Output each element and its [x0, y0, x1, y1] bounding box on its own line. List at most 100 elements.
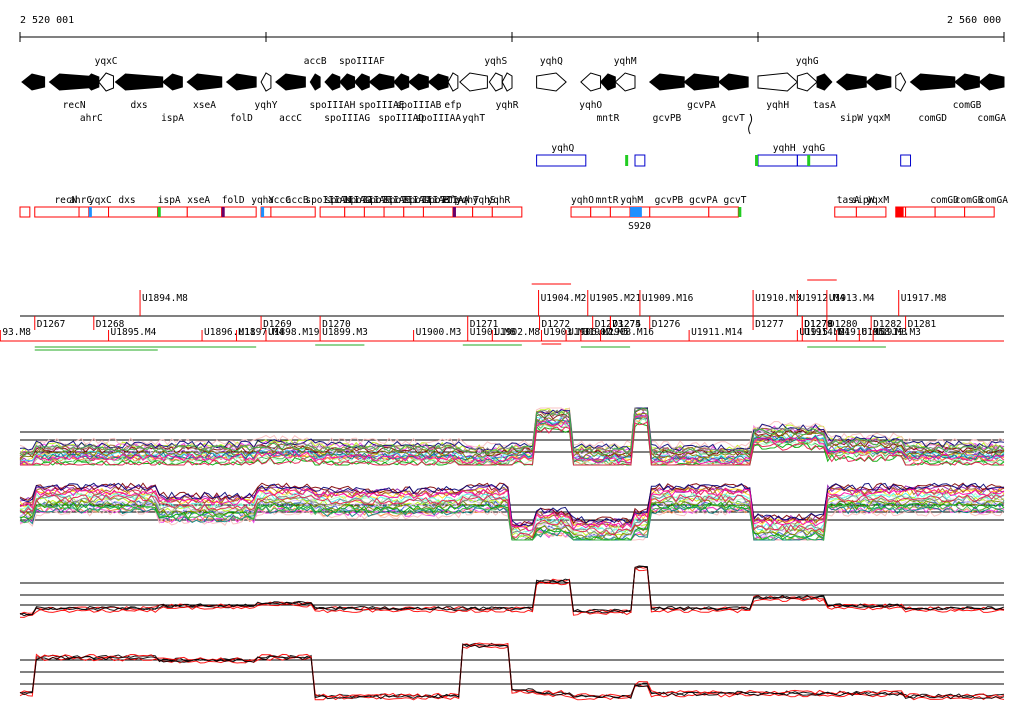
- box-track-label: efp: [443, 195, 460, 206]
- gene-arrow-18: [447, 72, 459, 92]
- box-track-label: spoIIIAD: [384, 195, 430, 206]
- transcript-box: [186, 206, 223, 218]
- box-track-label: yqxC: [89, 195, 112, 206]
- gene-label: efp: [444, 100, 461, 111]
- transcript-box: [19, 206, 31, 218]
- profile-line: [19, 494, 1005, 539]
- profile-line: [19, 567, 1005, 618]
- segment-mid-label: D1276: [652, 319, 681, 330]
- gene-label: yqhR: [496, 100, 519, 111]
- gene-arrow-27: [683, 73, 720, 91]
- gene-label: yqhH: [766, 100, 789, 111]
- profile-line: [19, 407, 1005, 454]
- gene-label: yqhM: [614, 56, 637, 67]
- box-track-extra-label: S920: [628, 221, 651, 232]
- rna-feature-box: [900, 154, 912, 167]
- gene-arrow-29: [757, 72, 799, 92]
- segment-upper-label: U1917.M8: [901, 293, 947, 304]
- profile-line: [19, 407, 1005, 457]
- segment-mid-label: D1282: [873, 319, 902, 330]
- profile-line: [19, 417, 1005, 466]
- box-track-label: gcvT: [724, 195, 747, 206]
- box-track-label: yqhO: [571, 195, 594, 206]
- rna-label: yqhQ: [551, 143, 574, 154]
- gene-arrow-3: [98, 72, 114, 92]
- transcript-box: [834, 206, 857, 218]
- gene-label: yqhO: [579, 100, 602, 111]
- gene-label: ahrC: [80, 113, 103, 124]
- segment-upper-label: U1894.M8: [142, 293, 188, 304]
- gene-label: yqhG: [796, 56, 819, 67]
- box-track-label: yqhM: [620, 195, 643, 206]
- segment-upper-label: U1910.M3: [755, 293, 801, 304]
- segment-upper-label: U1909.M16: [642, 293, 694, 304]
- gene-arrow-26: [648, 73, 685, 91]
- gene-label: tasA: [813, 100, 836, 111]
- transcript-box: [157, 206, 188, 218]
- box-track-label: spoIIIAA: [423, 195, 469, 206]
- gene-arrow-10: [309, 73, 321, 91]
- segment-lower-label: U1898.M19: [268, 327, 320, 338]
- profile-line: [19, 414, 1005, 466]
- rna-feature-box: [536, 154, 587, 167]
- gene-arrow-13: [353, 73, 370, 91]
- box-track-label: sipW: [851, 195, 874, 206]
- gene-arrow-17: [427, 73, 449, 91]
- box-accent: [738, 207, 742, 217]
- gene-label: gcvT: [722, 113, 745, 124]
- box-track-label: comGB: [955, 195, 984, 206]
- rna-feature-track: yqhQ yqhH yqhG: [536, 143, 912, 167]
- gene-arrow-11: [324, 73, 341, 91]
- gene-label: yqhT: [462, 113, 485, 124]
- transcript-box: [383, 206, 405, 218]
- box-accent: [452, 207, 456, 217]
- transcript-box: [422, 206, 454, 218]
- profile-panels: [19, 407, 1005, 701]
- segment-lower-label: U1906.M2: [568, 327, 614, 338]
- segment-lower-label: U1897.M4: [238, 327, 284, 338]
- rna-accent: [807, 155, 811, 166]
- box-track-label: yqhY: [251, 195, 274, 206]
- gene-arrow-23: [580, 72, 602, 92]
- segment-mid-label: D1278: [804, 319, 833, 330]
- coordinate-start: 2 520 001: [20, 15, 74, 26]
- box-accent: [895, 207, 904, 217]
- transcript-box: [78, 206, 90, 218]
- segment-track: U1894.M8 U1904.M2 U1905.M21 U1909.M16 U1910.…: [0, 279, 1004, 351]
- segment-mid-label: D1279: [804, 319, 833, 330]
- box-track-label: yqhR: [487, 195, 510, 206]
- rna-feature-box: [796, 154, 838, 167]
- coordinate-end: 2 560 000: [947, 15, 1001, 26]
- segment-lower-label: U1911.M14: [691, 327, 743, 338]
- transcript-box: [472, 206, 493, 218]
- gene-label: folD: [230, 113, 253, 124]
- gene-label: yqhQ: [540, 56, 563, 67]
- gene-arrow-28: [717, 73, 749, 91]
- box-accent: [221, 207, 225, 217]
- segment-mid-label: D1274: [612, 319, 641, 330]
- profile-line: [20, 417, 1005, 466]
- profile-line: [19, 565, 1005, 616]
- box-track-label: mntR: [596, 195, 619, 206]
- profile-line: [19, 482, 1005, 527]
- segment-lower-label: U1895.M4: [111, 327, 157, 338]
- rna-accent: [755, 155, 759, 166]
- profile-line: [19, 407, 1005, 457]
- segment-mid-label: D1273: [595, 319, 624, 330]
- gene-arrow-33: [865, 73, 892, 91]
- segment-upper-label: U1912.M4: [799, 293, 845, 304]
- rna-accent: [625, 155, 629, 166]
- gene-arrow-30: [796, 72, 818, 92]
- expression-profiles-1: [19, 407, 1005, 466]
- box-track-label: gcvPB: [655, 195, 684, 206]
- gene-label: yqxM: [867, 113, 890, 124]
- profile-line: [19, 503, 1005, 542]
- segment-upper-label: U1913.M4: [829, 293, 875, 304]
- gene-label: xseA: [193, 100, 216, 111]
- profile-line: [19, 643, 1005, 700]
- segment-upper-label: U1905.M21: [590, 293, 642, 304]
- box-accent: [88, 207, 92, 217]
- segment-lower-label: U1907.M5: [583, 327, 629, 338]
